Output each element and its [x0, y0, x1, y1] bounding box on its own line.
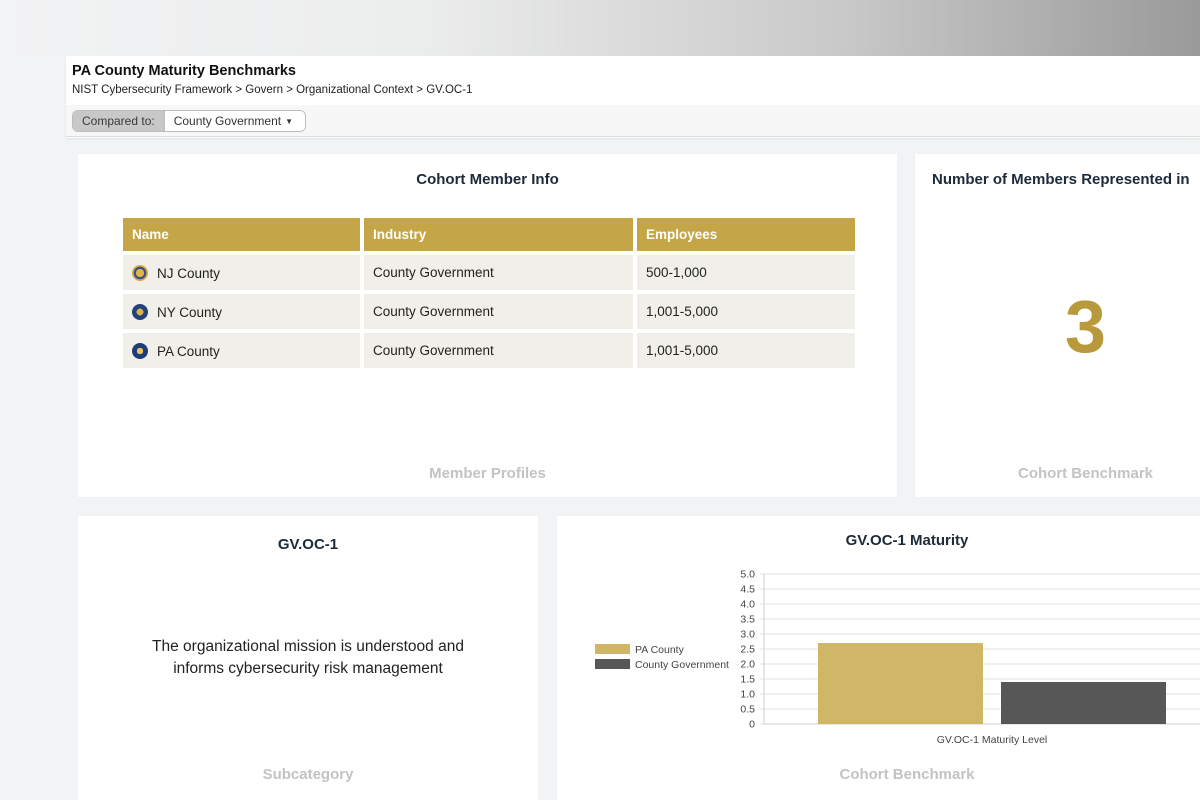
cell-name: PA County — [123, 333, 360, 368]
table-header-row: Name Industry Employees — [123, 218, 855, 251]
ny-seal-icon — [132, 303, 148, 320]
compare-bar: Compared to: County Government ▼ — [66, 105, 1200, 137]
cohort-card-footer: Member Profiles — [429, 465, 546, 482]
subcategory-description: The organizational mission is understood… — [78, 636, 538, 680]
maturity-chart-card: GV.OC-1 Maturity 0 0.5 1.0 1.5 2.0 2.5 3.0 3.5 4… — [557, 516, 1200, 800]
cell-employees: 1,001-5,000 — [637, 294, 855, 329]
compare-dropdown[interactable]: County Government ▼ — [163, 111, 306, 131]
y-tick-label: 2.5 — [740, 644, 755, 656]
compare-dropdown-value: County Government — [173, 114, 282, 128]
cohort-card-title: Cohort Member Info — [416, 171, 559, 188]
breadcrumb: NIST Cybersecurity Framework > Govern > … — [72, 84, 473, 96]
cell-name: NJ County — [123, 255, 360, 290]
column-header-industry: Industry — [364, 218, 633, 251]
table-row: NY County County Government 1,001-5,000 — [123, 294, 855, 329]
y-tick-label: 5.0 — [740, 569, 755, 581]
cell-name: NY County — [123, 294, 360, 329]
y-tick-label: 0 — [749, 719, 755, 731]
page-header: PA County Maturity Benchmarks NIST Cyber… — [66, 56, 1200, 138]
window-backdrop — [0, 0, 1200, 56]
maturity-card-footer: Cohort Benchmark — [839, 766, 975, 783]
cell-employees: 500-1,000 — [637, 255, 855, 290]
y-tick-label: 1.0 — [740, 689, 755, 701]
maturity-chart: 0 0.5 1.0 1.5 2.0 2.5 3.0 3.5 4.0 4.5 5.0 GV.OC-1 M… — [595, 569, 1200, 746]
member-name: NJ County — [157, 265, 221, 281]
members-card-title: Number of Members Represented in — [932, 171, 1190, 188]
cell-industry: County Government — [364, 294, 633, 329]
subcategory-card-title: GV.OC-1 — [277, 536, 339, 553]
y-tick-label: 1.5 — [740, 674, 755, 686]
table-row: NJ County County Government 500-1,000 — [123, 255, 855, 290]
legend-swatch — [595, 659, 630, 669]
page-title: PA County Maturity Benchmarks — [72, 63, 296, 79]
subcategory-card: GV.OC-1 The organizational mission is un… — [78, 516, 538, 800]
cohort-table: Name Industry Employees NJ County County… — [119, 214, 859, 372]
y-tick-label: 4.0 — [740, 599, 755, 611]
nj-seal-icon — [132, 264, 148, 281]
y-tick-label: 3.0 — [740, 629, 755, 641]
y-tick-label: 4.5 — [740, 584, 755, 596]
members-count-card: Number of Members Represented in 3 Cohor… — [915, 154, 1200, 497]
cell-industry: County Government — [364, 255, 633, 290]
bar-pa-county — [818, 643, 983, 724]
member-name: PA County — [157, 343, 220, 359]
subcategory-description-line-1: The organizational mission is understood… — [152, 638, 464, 655]
chevron-down-icon: ▼ — [285, 117, 294, 126]
members-card-footer: Cohort Benchmark — [1017, 465, 1154, 482]
cell-employees: 1,001-5,000 — [637, 333, 855, 368]
cohort-member-card: Cohort Member Info Name Industry Employe… — [78, 154, 897, 497]
legend-swatch — [595, 644, 630, 654]
member-name: NY County — [157, 304, 223, 320]
y-tick-label: 2.0 — [740, 659, 755, 671]
cell-industry: County Government — [364, 333, 633, 368]
column-header-employees: Employees — [637, 218, 855, 251]
compare-label: Compared to: — [73, 111, 164, 131]
y-tick-label: 3.5 — [740, 614, 755, 626]
table-row: PA County County Government 1,001-5,000 — [123, 333, 855, 368]
y-tick-label: 0.5 — [740, 704, 755, 716]
compare-control: Compared to: County Government ▼ — [72, 110, 307, 132]
x-category-label: GV.OC-1 Maturity Level — [937, 734, 1048, 746]
bar-county-government — [1001, 682, 1166, 724]
maturity-card-title: GV.OC-1 Maturity — [845, 532, 969, 549]
pa-seal-icon — [132, 342, 148, 359]
subcategory-description-line-2: informs cybersecurity risk management — [173, 660, 443, 677]
members-count-value: 3 — [1064, 285, 1107, 368]
legend-label: PA County — [635, 644, 685, 656]
legend-label: County Government — [635, 659, 729, 671]
column-header-name: Name — [123, 218, 360, 251]
subcategory-card-footer: Subcategory — [262, 766, 354, 783]
